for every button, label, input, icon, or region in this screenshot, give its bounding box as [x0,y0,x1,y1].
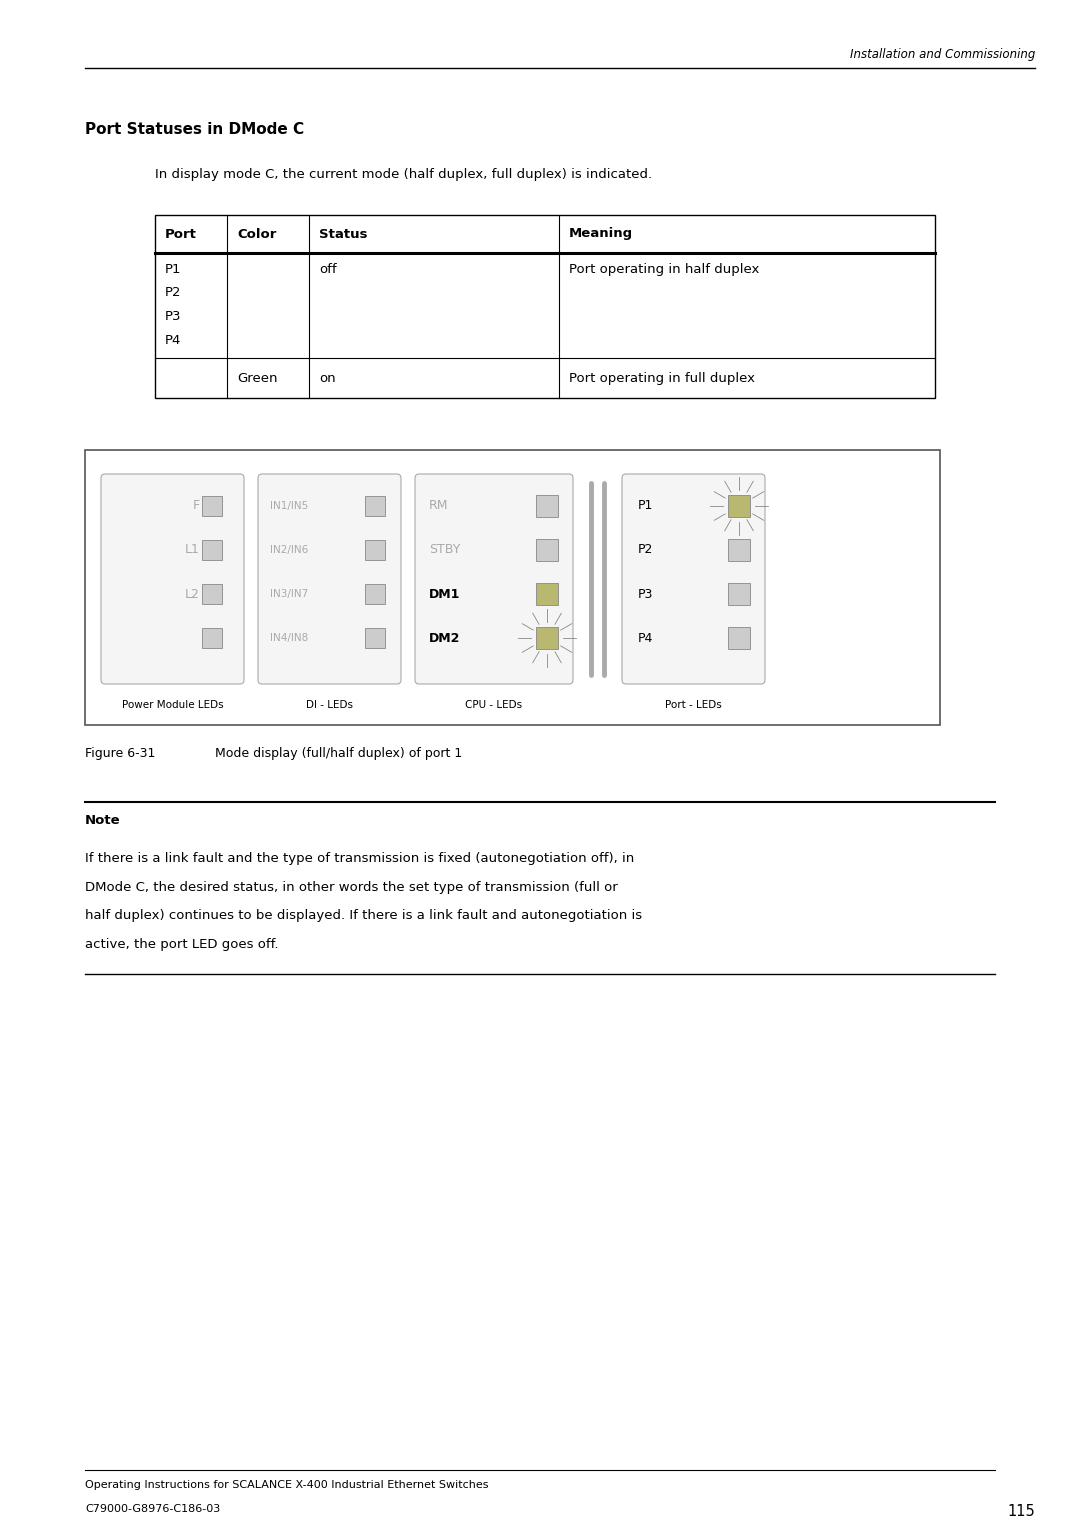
Bar [202,628,222,648]
Text: STBY: STBY [429,544,460,556]
Bar [365,539,384,559]
Text: Note: Note [85,814,121,827]
FancyBboxPatch shape [415,474,573,685]
Text: Port operating in half duplex: Port operating in half duplex [569,263,759,277]
Text: Figure 6-31: Figure 6-31 [85,747,156,759]
Bar [728,539,750,561]
Text: In display mode C, the current mode (half duplex, full duplex) is indicated.: In display mode C, the current mode (hal… [156,168,652,180]
Text: P3: P3 [165,310,181,322]
FancyBboxPatch shape [258,474,401,685]
Bar [728,626,750,649]
Text: DMode C, the desired status, in other words the set type of transmission (full o: DMode C, the desired status, in other wo… [85,880,618,894]
Text: Color: Color [237,228,276,240]
Text: on: on [319,371,336,385]
Text: P1: P1 [165,263,181,277]
Text: C79000-G8976-C186-03: C79000-G8976-C186-03 [85,1504,220,1514]
Text: F: F [193,500,200,512]
Text: CPU - LEDs: CPU - LEDs [465,700,523,711]
Bar [536,539,558,561]
Text: IN2/IN6: IN2/IN6 [270,545,308,555]
Bar [365,628,384,648]
Text: DM2: DM2 [429,631,460,645]
Bar [536,626,558,649]
Text: P4: P4 [638,631,653,645]
Text: IN3/IN7: IN3/IN7 [270,588,308,599]
Bar [365,497,384,516]
Text: Power Module LEDs: Power Module LEDs [122,700,224,711]
Text: IN4/IN8: IN4/IN8 [270,633,308,643]
Bar [202,584,222,604]
Bar [202,497,222,516]
Text: Status: Status [319,228,367,240]
Text: Mode display (full/half duplex) of port 1: Mode display (full/half duplex) of port … [215,747,462,759]
FancyBboxPatch shape [622,474,765,685]
Bar [728,495,750,516]
Bar [728,584,750,605]
Text: IN1/IN5: IN1/IN5 [270,501,308,510]
Text: active, the port LED goes off.: active, the port LED goes off. [85,938,279,950]
Text: L2: L2 [185,587,200,601]
FancyBboxPatch shape [102,474,244,685]
Text: Meaning: Meaning [569,228,633,240]
Text: L1: L1 [185,544,200,556]
Text: Port operating in full duplex: Port operating in full duplex [569,371,755,385]
Text: Port - LEDs: Port - LEDs [665,700,721,711]
Text: P2: P2 [165,287,181,299]
Text: P3: P3 [638,587,653,601]
Text: DI - LEDs: DI - LEDs [306,700,353,711]
Bar [202,539,222,559]
Text: If there is a link fault and the type of transmission is fixed (autonegotiation : If there is a link fault and the type of… [85,853,634,865]
Text: P4: P4 [165,333,181,347]
Text: 115: 115 [1008,1504,1035,1519]
Bar [85,451,940,724]
Text: half duplex) continues to be displayed. If there is a link fault and autonegotia: half duplex) continues to be displayed. … [85,909,643,921]
Text: Green: Green [237,371,278,385]
Text: DM1: DM1 [429,587,460,601]
Text: Installation and Commissioning: Installation and Commissioning [850,47,1035,61]
Bar [536,495,558,516]
Bar [536,584,558,605]
Bar [156,215,935,397]
Text: Port: Port [165,228,197,240]
Text: RM: RM [429,500,448,512]
Text: P1: P1 [638,500,653,512]
Bar [365,584,384,604]
Text: off: off [319,263,337,277]
Text: P2: P2 [638,544,653,556]
Text: Port Statuses in DMode C: Port Statuses in DMode C [85,122,305,138]
Text: Operating Instructions for SCALANCE X-400 Industrial Ethernet Switches: Operating Instructions for SCALANCE X-40… [85,1481,488,1490]
